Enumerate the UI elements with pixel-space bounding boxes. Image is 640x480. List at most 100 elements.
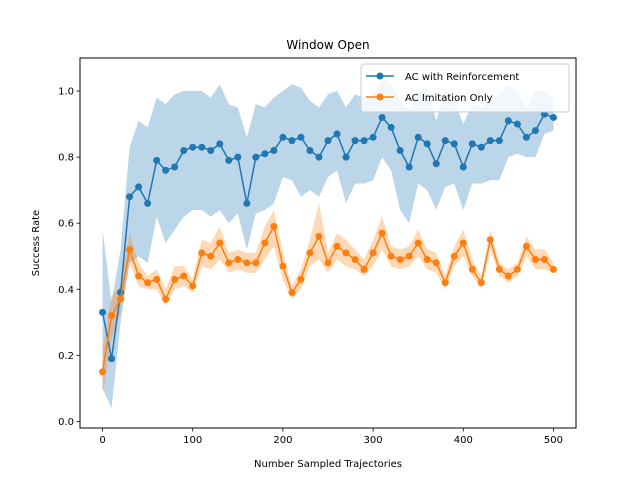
data-point-series-1 — [441, 279, 449, 287]
data-point-series-1 — [414, 239, 422, 247]
y-tick-label: 0.8 — [58, 153, 74, 164]
x-axis-label: Number Sampled Trajectories — [254, 459, 402, 470]
data-point-series-0 — [108, 355, 116, 363]
confidence-band-series-1 — [102, 203, 554, 395]
data-point-series-1 — [207, 252, 215, 260]
data-point-series-1 — [315, 232, 323, 240]
data-point-series-0 — [198, 143, 206, 151]
data-point-series-1 — [324, 259, 332, 267]
data-point-series-0 — [387, 123, 395, 131]
y-tick-label: 0.0 — [58, 417, 74, 428]
legend-box — [360, 63, 570, 113]
data-point-series-0 — [495, 137, 503, 145]
data-point-series-0 — [468, 140, 476, 148]
data-point-series-1 — [126, 246, 134, 254]
data-point-series-1 — [378, 229, 386, 237]
data-point-series-1 — [288, 289, 296, 297]
data-point-series-0 — [396, 147, 404, 154]
data-point-series-1 — [153, 275, 161, 283]
data-point-series-0 — [234, 153, 242, 161]
data-point-series-1 — [162, 295, 170, 303]
data-point-series-0 — [252, 153, 260, 161]
data-point-series-0 — [531, 127, 539, 135]
data-point-series-1 — [306, 249, 314, 257]
data-point-series-1 — [423, 256, 431, 264]
data-point-series-1 — [252, 259, 260, 267]
data-point-series-0 — [225, 156, 233, 164]
data-point-series-0 — [477, 143, 485, 151]
data-point-series-1 — [171, 275, 179, 283]
chart-title: Window Open — [286, 38, 369, 52]
y-tick-label: 0.2 — [58, 351, 74, 362]
data-point-series-1 — [279, 262, 287, 270]
y-tick-label: 1.0 — [58, 87, 74, 98]
legend: AC with Reinforcement AC Imitation Only — [360, 63, 570, 113]
data-point-series-1 — [405, 252, 413, 260]
data-point-series-1 — [369, 249, 377, 257]
x-tick-label: 200 — [273, 435, 292, 446]
data-point-series-1 — [432, 259, 440, 267]
data-point-series-0 — [144, 199, 152, 207]
legend-marker-imitation — [376, 93, 384, 101]
data-point-series-1 — [468, 265, 476, 273]
data-point-series-1 — [486, 236, 494, 244]
y-tick-label: 0.4 — [58, 285, 74, 296]
data-point-series-0 — [279, 133, 287, 141]
data-point-series-0 — [99, 308, 107, 316]
data-point-series-0 — [126, 193, 134, 201]
y-tick-label: 0.6 — [58, 219, 74, 230]
x-tick-label: 400 — [454, 435, 473, 446]
data-point-series-0 — [153, 156, 161, 164]
data-point-series-0 — [315, 153, 323, 161]
legend-label-imitation: AC Imitation Only — [405, 93, 493, 104]
data-point-series-1 — [387, 252, 395, 260]
data-point-series-0 — [342, 153, 350, 161]
data-point-series-0 — [306, 147, 314, 154]
data-point-series-0 — [369, 133, 377, 141]
data-point-series-1 — [117, 295, 125, 303]
data-point-series-1 — [261, 239, 269, 247]
plot-area — [99, 77, 557, 409]
data-point-series-0 — [441, 137, 449, 145]
data-point-series-0 — [216, 140, 224, 148]
data-point-series-0 — [405, 163, 413, 171]
data-point-series-0 — [432, 160, 440, 168]
data-point-series-0 — [513, 120, 521, 128]
data-point-series-1 — [99, 368, 107, 376]
data-point-series-1 — [477, 279, 485, 287]
data-point-series-1 — [549, 265, 557, 273]
data-point-series-1 — [351, 256, 359, 264]
data-point-series-1 — [243, 259, 251, 267]
data-point-series-0 — [522, 133, 530, 141]
x-tick-label: 300 — [364, 435, 383, 446]
data-point-series-1 — [270, 222, 278, 230]
x-axis-ticks: 0 100 200 300 400 500 — [99, 428, 563, 446]
data-point-series-1 — [504, 272, 512, 280]
data-point-series-0 — [162, 166, 170, 174]
data-point-series-1 — [531, 256, 539, 264]
data-point-series-0 — [486, 137, 494, 145]
data-point-series-1 — [144, 279, 152, 287]
data-point-series-1 — [108, 312, 116, 320]
data-point-series-1 — [297, 275, 305, 283]
x-tick-label: 100 — [183, 435, 202, 446]
data-point-series-0 — [189, 143, 197, 151]
data-point-series-0 — [378, 113, 386, 121]
data-point-series-0 — [450, 140, 458, 148]
data-point-series-0 — [459, 163, 467, 171]
data-point-series-0 — [288, 137, 296, 145]
data-point-series-0 — [135, 183, 143, 191]
data-point-series-1 — [540, 256, 548, 264]
data-point-series-0 — [324, 137, 332, 145]
x-tick-label: 0 — [99, 435, 105, 446]
data-point-series-1 — [234, 256, 242, 264]
data-point-series-0 — [261, 150, 269, 158]
legend-marker-reinforcement — [376, 72, 384, 80]
data-point-series-0 — [270, 147, 278, 154]
data-point-series-1 — [459, 239, 467, 247]
data-point-series-0 — [333, 130, 341, 138]
data-point-series-1 — [513, 265, 521, 273]
x-tick-label: 500 — [544, 435, 563, 446]
data-point-series-1 — [522, 242, 530, 250]
